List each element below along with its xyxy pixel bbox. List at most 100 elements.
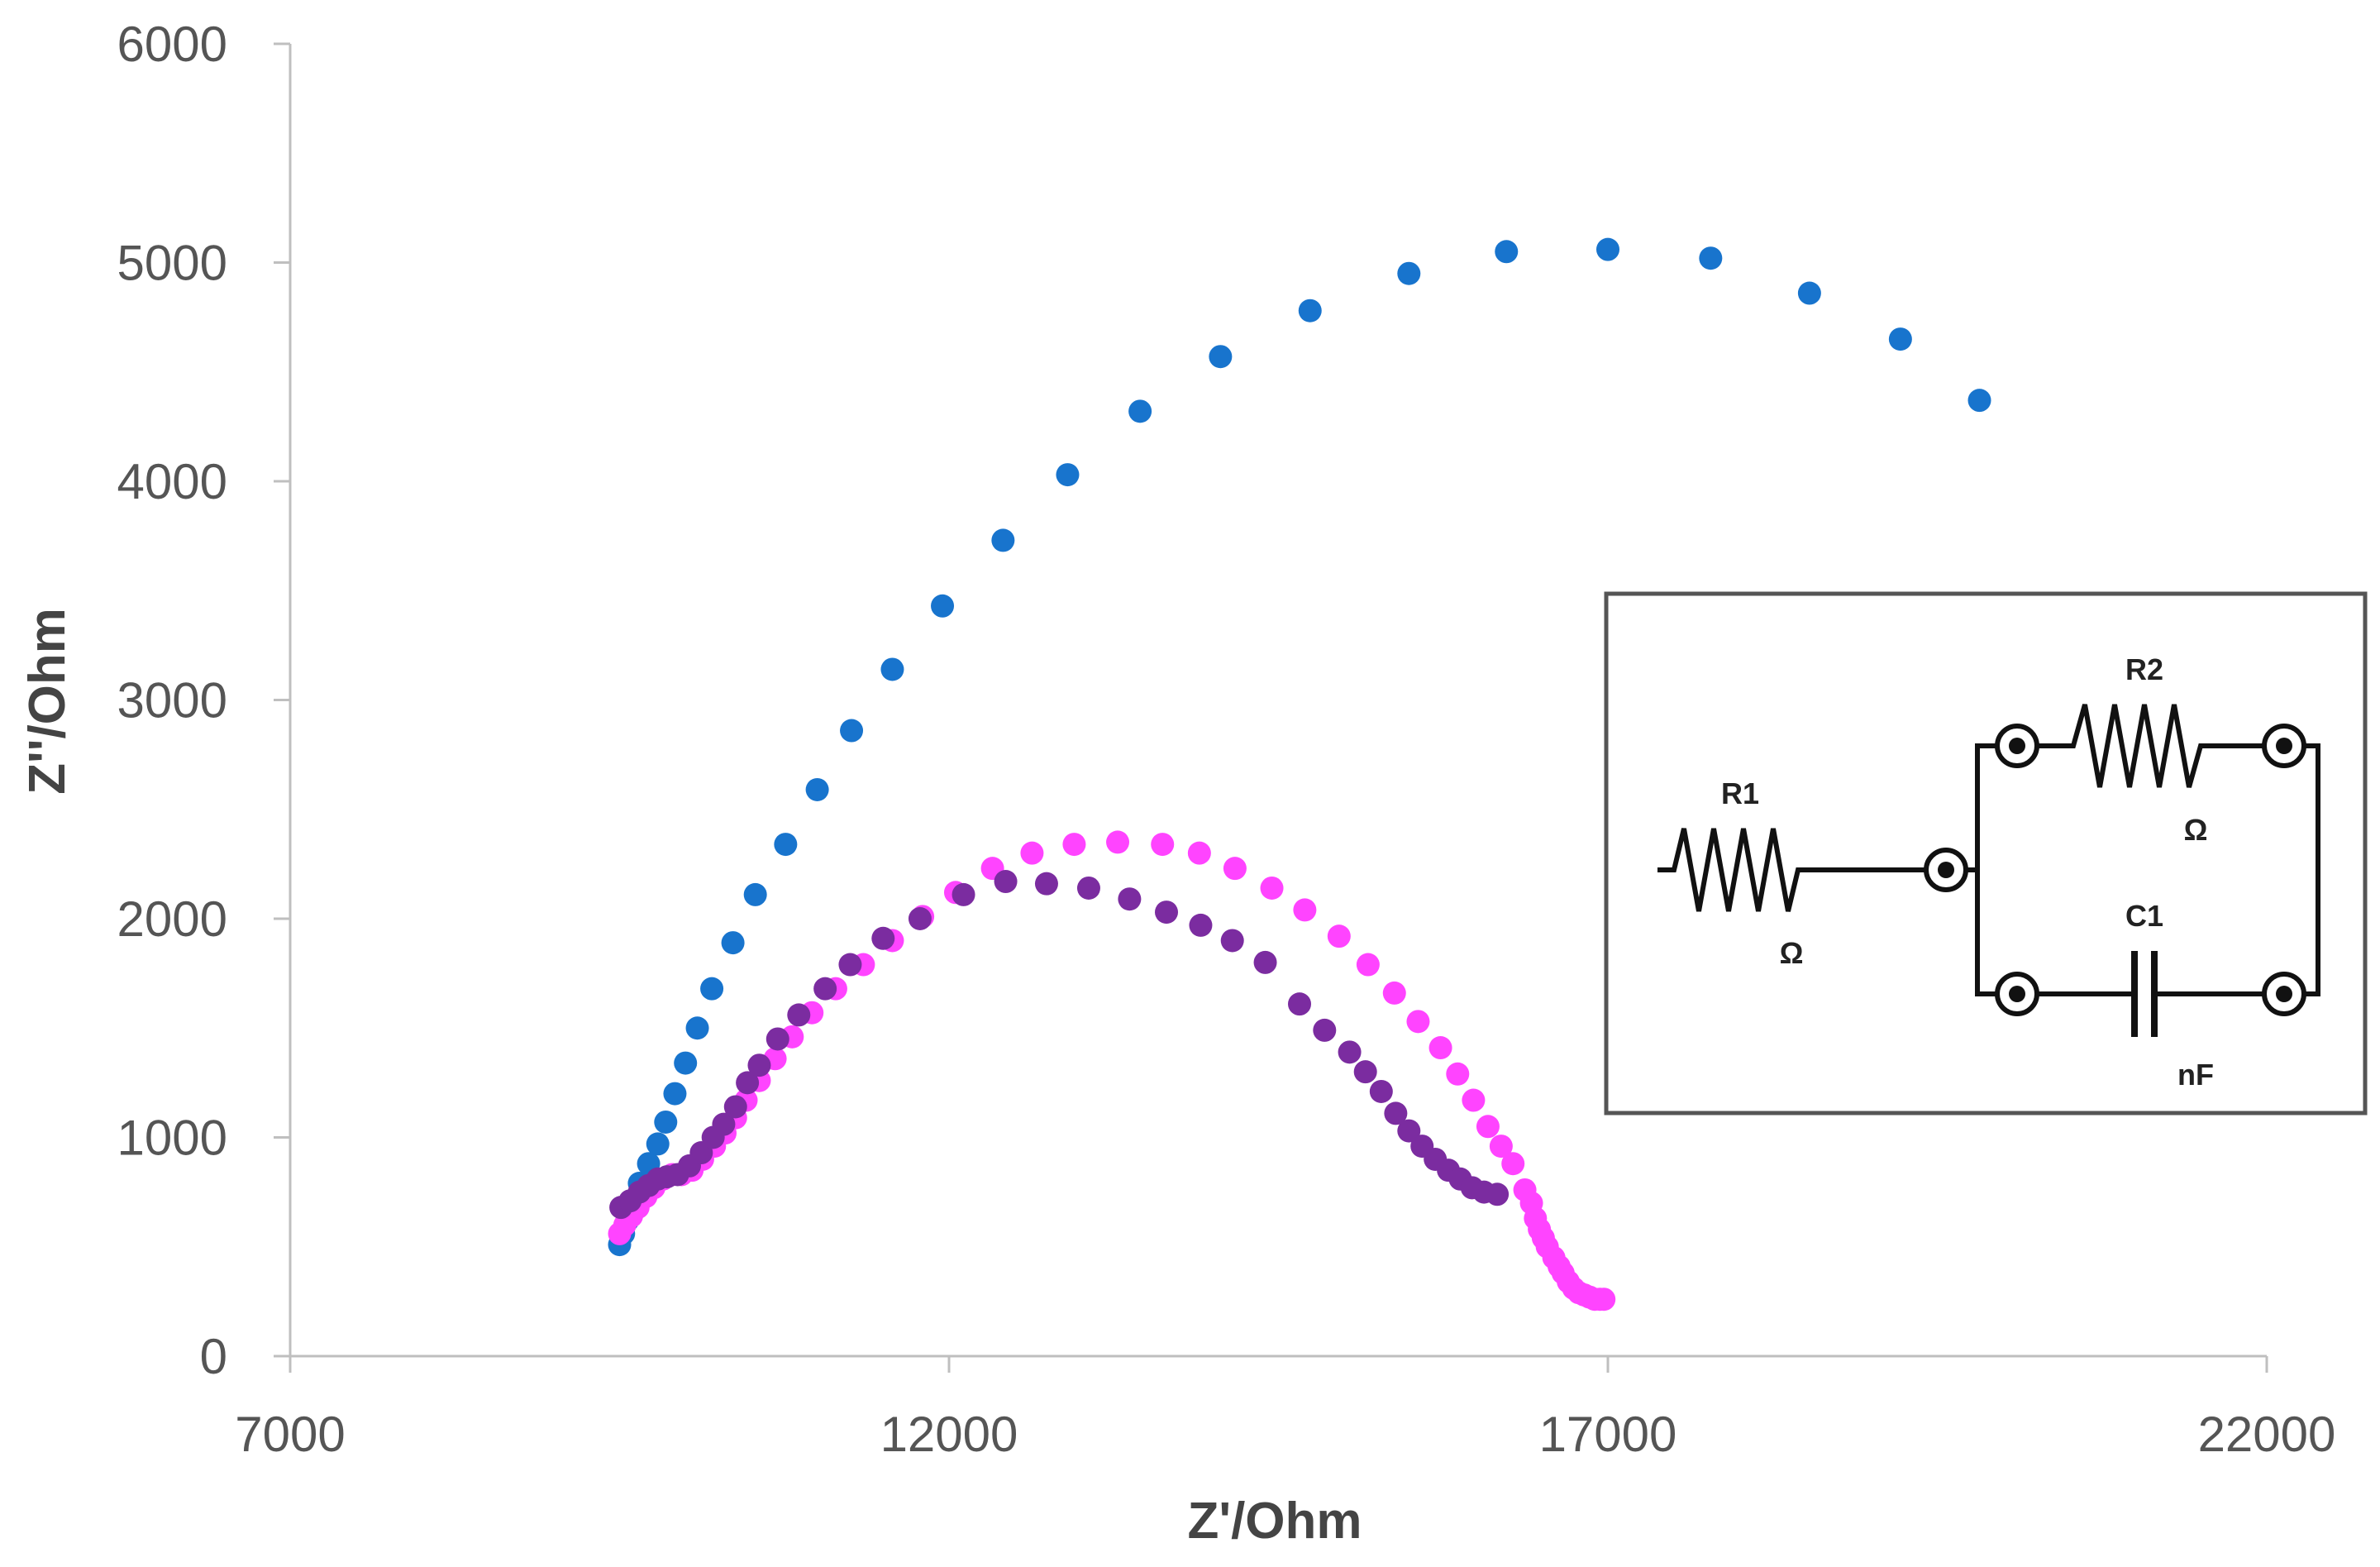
data-point bbox=[880, 657, 904, 681]
series-3 bbox=[609, 870, 1510, 1220]
data-point bbox=[654, 1110, 678, 1134]
data-point bbox=[1967, 389, 1991, 413]
y-tick-label: 4000 bbox=[117, 454, 227, 509]
data-point bbox=[805, 777, 829, 801]
r2-terminal-left-dot bbox=[2009, 738, 2025, 754]
data-point bbox=[1369, 1079, 1393, 1103]
data-point bbox=[1209, 345, 1233, 369]
data-point bbox=[1076, 876, 1100, 900]
x-tick-label: 17000 bbox=[1539, 1407, 1677, 1462]
data-point bbox=[871, 926, 895, 950]
data-point bbox=[1293, 898, 1317, 922]
data-point bbox=[1356, 953, 1380, 977]
r1-unit: Ω bbox=[1780, 936, 1804, 970]
r1-terminal-dot bbox=[1938, 862, 1954, 878]
axes: 0 1000 2000 3000 4000 5000 6000 7000 12000 17000 2… bbox=[117, 17, 2336, 1462]
data-point bbox=[838, 953, 862, 977]
data-point bbox=[1034, 872, 1058, 896]
y-tick-label: 0 bbox=[200, 1329, 227, 1384]
data-point bbox=[1353, 1060, 1377, 1084]
data-point bbox=[813, 977, 837, 1001]
data-point bbox=[685, 1016, 709, 1040]
c1-label: C1 bbox=[2125, 899, 2163, 933]
data-point bbox=[1313, 1018, 1337, 1042]
data-point bbox=[1260, 876, 1284, 900]
r2-terminal-right-dot bbox=[2276, 738, 2292, 754]
data-point bbox=[991, 528, 1015, 552]
data-point bbox=[743, 882, 767, 906]
data-point bbox=[1486, 1182, 1510, 1206]
c1-unit: nF bbox=[2177, 1058, 2214, 1092]
r1-resistor bbox=[1657, 828, 1929, 912]
data-point bbox=[1501, 1152, 1525, 1176]
y-tick-label: 6000 bbox=[117, 17, 227, 72]
data-point bbox=[1888, 327, 1912, 351]
data-point bbox=[1397, 1119, 1421, 1143]
data-point bbox=[1223, 857, 1247, 881]
data-point bbox=[774, 833, 798, 857]
c1-terminal-left-dot bbox=[2009, 986, 2025, 1002]
data-point bbox=[787, 1003, 811, 1027]
data-point bbox=[1327, 924, 1351, 948]
c1-terminal-right-dot bbox=[2276, 986, 2292, 1002]
y-tick-label: 1000 bbox=[117, 1111, 227, 1166]
data-point bbox=[723, 1095, 747, 1119]
data-point bbox=[1446, 1062, 1470, 1086]
data-point bbox=[1428, 1036, 1452, 1060]
data-point bbox=[840, 719, 864, 743]
data-point bbox=[1253, 950, 1277, 974]
r1-label: R1 bbox=[1721, 776, 1759, 810]
data-point bbox=[1155, 901, 1179, 924]
data-point bbox=[1189, 913, 1213, 937]
data-point bbox=[1298, 299, 1322, 322]
data-point bbox=[674, 1051, 698, 1075]
data-point bbox=[1020, 841, 1044, 865]
inset-frame bbox=[1604, 591, 2368, 1116]
x-axis-title: Z'/Ohm bbox=[1187, 1493, 1362, 1550]
data-point bbox=[747, 1053, 771, 1077]
data-point bbox=[1699, 246, 1723, 270]
data-point bbox=[1384, 1101, 1408, 1125]
data-point bbox=[736, 1071, 760, 1095]
data-point bbox=[994, 870, 1018, 894]
data-point bbox=[1797, 281, 1821, 305]
data-point bbox=[1397, 261, 1421, 285]
data-point bbox=[1118, 887, 1142, 911]
data-points bbox=[608, 237, 1991, 1311]
data-point bbox=[1495, 240, 1519, 264]
data-point bbox=[1187, 841, 1211, 865]
data-point bbox=[1592, 1288, 1616, 1311]
data-point bbox=[1382, 981, 1406, 1005]
y-tick-label: 5000 bbox=[117, 236, 227, 291]
x-tick-label: 12000 bbox=[880, 1407, 1018, 1462]
data-point bbox=[646, 1132, 670, 1156]
y-tick-label: 2000 bbox=[117, 891, 227, 947]
data-point bbox=[663, 1082, 687, 1106]
data-point bbox=[1489, 1135, 1513, 1159]
data-point bbox=[1476, 1115, 1500, 1139]
data-point bbox=[721, 931, 745, 955]
data-point bbox=[1406, 1010, 1430, 1034]
data-point bbox=[700, 977, 724, 1001]
r2-resistor bbox=[2037, 704, 2264, 788]
x-tick-label: 7000 bbox=[235, 1407, 345, 1462]
x-tick-label: 22000 bbox=[2198, 1407, 2336, 1462]
parallel-wire-right bbox=[2303, 743, 2320, 996]
parallel-wire-left bbox=[1975, 743, 1998, 996]
equivalent-circuit-inset: R1 Ω R2 Ω C1 nF bbox=[1604, 591, 2368, 1116]
y-tick-label: 3000 bbox=[117, 673, 227, 729]
data-point bbox=[1056, 463, 1080, 487]
data-point bbox=[1106, 830, 1130, 854]
data-point bbox=[766, 1027, 789, 1051]
data-point bbox=[1128, 399, 1152, 423]
r2-label: R2 bbox=[2125, 652, 2163, 686]
data-point bbox=[1220, 929, 1244, 953]
data-point bbox=[952, 882, 975, 906]
y-axis-title: Z''/Ohm bbox=[19, 608, 76, 795]
data-point bbox=[1151, 833, 1175, 857]
data-point bbox=[1462, 1088, 1486, 1112]
data-point bbox=[931, 594, 955, 618]
data-point bbox=[1338, 1040, 1362, 1064]
data-point bbox=[712, 1112, 736, 1136]
data-point bbox=[1062, 833, 1086, 857]
